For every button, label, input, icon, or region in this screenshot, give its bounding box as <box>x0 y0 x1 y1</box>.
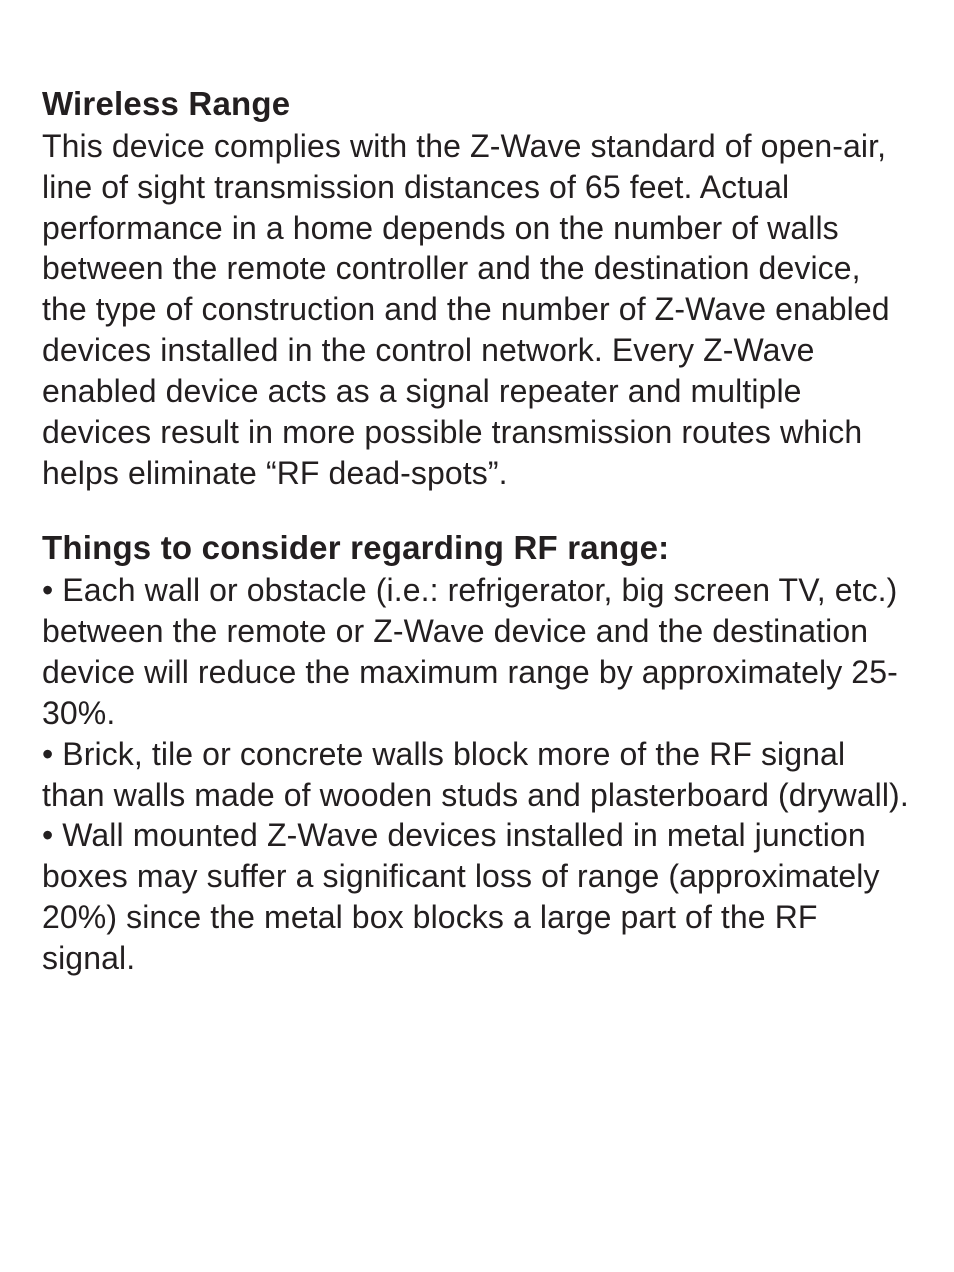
bullet-item: • Wall mounted Z-Wave devices installed … <box>42 815 912 979</box>
bullet-text: Wall mounted Z-Wave devices installed in… <box>42 817 880 976</box>
paragraph-wireless-range: This device complies with the Z-Wave sta… <box>42 126 912 495</box>
bullet-icon: • <box>42 736 62 772</box>
section-gap <box>42 494 912 528</box>
bullet-item: • Each wall or obstacle (i.e.: refrigera… <box>42 570 912 734</box>
bullet-text: Each wall or obstacle (i.e.: refrigerato… <box>42 572 898 731</box>
heading-wireless-range: Wireless Range <box>42 84 912 124</box>
heading-rf-range: Things to consider regarding RF range: <box>42 528 912 568</box>
document-page: Wireless Range This device complies with… <box>0 0 954 979</box>
bullet-icon: • <box>42 572 62 608</box>
bullet-icon: • <box>42 817 62 853</box>
bullet-item: • Brick, tile or concrete walls block mo… <box>42 734 912 816</box>
bullet-text: Brick, tile or concrete walls block more… <box>42 736 909 813</box>
